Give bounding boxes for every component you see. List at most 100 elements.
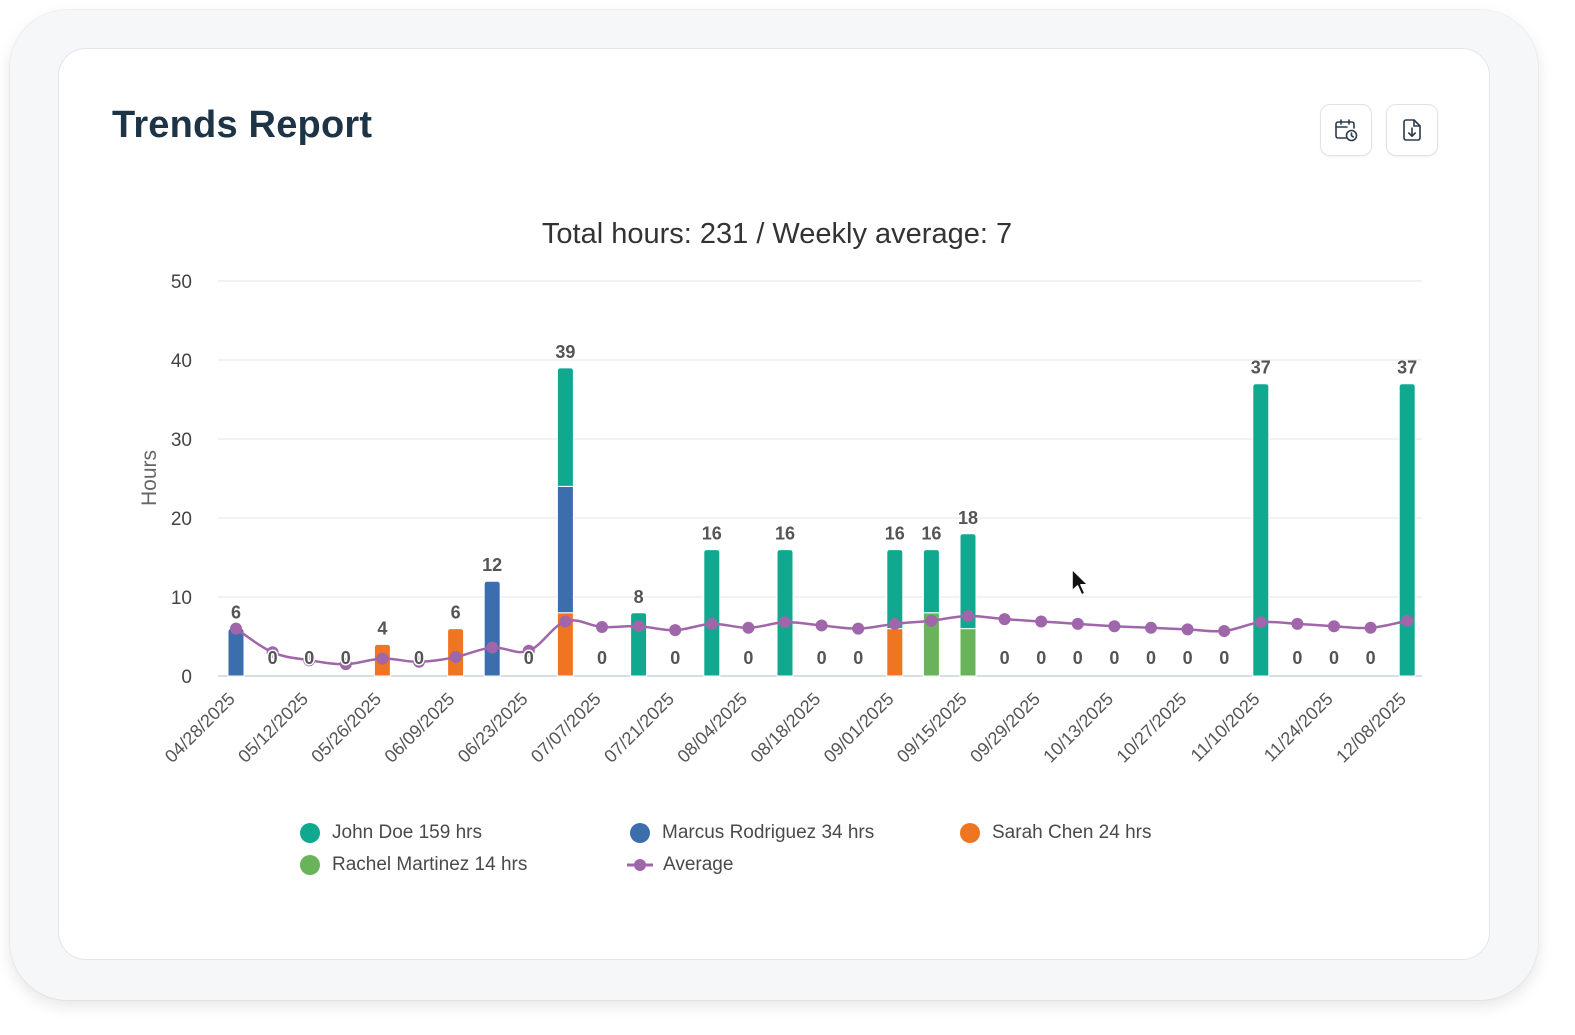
average-point[interactable] — [559, 615, 572, 628]
chart-title: Total hours: 231 / Weekly average: 7 — [542, 218, 1012, 250]
average-point[interactable] — [303, 654, 316, 667]
bars — [227, 367, 1416, 677]
average-point[interactable] — [522, 644, 535, 657]
average-point[interactable] — [779, 616, 791, 629]
average-point[interactable] — [339, 658, 352, 671]
bar-segment[interactable] — [483, 580, 501, 677]
x-tick-label: 05/12/2025 — [234, 689, 312, 767]
x-tick-label: 11/24/2025 — [1260, 689, 1337, 766]
average-point[interactable] — [705, 617, 718, 630]
data-label: 0 — [670, 648, 680, 668]
average-point[interactable] — [1218, 624, 1231, 637]
data-label: 0 — [1219, 648, 1229, 668]
bar-segment[interactable] — [959, 533, 977, 630]
data-label: 0 — [1146, 648, 1156, 668]
average-point[interactable] — [1071, 617, 1084, 630]
x-tick-label: 11/10/2025 — [1187, 689, 1264, 766]
average-point[interactable] — [669, 624, 682, 637]
data-label: 0 — [743, 648, 753, 668]
data-label: 0 — [304, 648, 314, 668]
average-point[interactable] — [1328, 620, 1340, 633]
x-tick-label: 09/29/2025 — [966, 689, 1044, 767]
data-label: 18 — [958, 508, 978, 528]
data-label: 16 — [885, 524, 905, 544]
report-card — [58, 48, 1490, 960]
data-label: 0 — [817, 648, 827, 668]
x-tick-label: 07/07/2025 — [527, 689, 605, 767]
bar-segment[interactable] — [703, 549, 721, 677]
average-point[interactable] — [962, 609, 974, 622]
average-point[interactable] — [1035, 615, 1048, 628]
legend-item-average[interactable]: Average — [627, 850, 733, 880]
bar-segment[interactable] — [922, 549, 940, 614]
average-point[interactable] — [376, 652, 389, 665]
average-point[interactable] — [1181, 623, 1194, 636]
average-point[interactable] — [1145, 621, 1157, 634]
average-point[interactable] — [1364, 621, 1377, 634]
data-label: 0 — [853, 648, 863, 668]
calendar-clock-icon — [1335, 119, 1358, 142]
average-point[interactable] — [1291, 617, 1304, 630]
average-point[interactable] — [230, 622, 242, 635]
x-tick-label: 10/27/2025 — [1113, 689, 1191, 767]
bar-segment[interactable] — [1252, 383, 1270, 677]
download-report-button[interactable] — [1386, 104, 1438, 156]
x-tick-label: 12/08/2025 — [1332, 689, 1410, 767]
data-label: 0 — [341, 648, 351, 668]
x-tick-label: 04/28/2025 — [161, 689, 239, 767]
data-label: 39 — [555, 342, 575, 362]
average-point[interactable] — [632, 620, 645, 633]
file-download-icon — [1403, 119, 1421, 141]
legend-item-marcus-rodriguez[interactable]: Marcus Rodriguez 34 hrs — [630, 818, 874, 848]
average-point[interactable] — [596, 621, 608, 634]
bar-segment[interactable] — [776, 549, 794, 677]
average-point[interactable] — [486, 641, 499, 654]
y-axis-label: Hours — [138, 450, 161, 506]
bar-segment[interactable] — [227, 628, 245, 677]
legend-item-rachel-martinez[interactable]: Rachel Martinez 14 hrs — [300, 850, 527, 880]
average-point[interactable] — [815, 619, 828, 632]
y-tick-label: 20 — [171, 509, 192, 530]
legend-label: Sarah Chen 24 hrs — [992, 822, 1152, 843]
legend-item-john-doe[interactable]: John Doe 159 hrs — [300, 818, 482, 848]
legend-swatch-marcus-rodriguez — [630, 823, 650, 843]
mouse-cursor-icon — [1071, 568, 1089, 596]
legend-swatch-sarah-chen — [960, 823, 980, 843]
data-label: 0 — [524, 648, 534, 668]
x-axis-ticks: 04/28/202505/12/202505/26/202506/09/2025… — [161, 689, 1410, 767]
average-point[interactable] — [742, 621, 755, 634]
average-point[interactable] — [925, 614, 938, 627]
grid-lines — [218, 280, 1422, 677]
average-point[interactable] — [998, 613, 1011, 626]
data-label: 6 — [231, 603, 241, 623]
average-point[interactable] — [413, 655, 425, 668]
bar-segment[interactable] — [886, 628, 904, 677]
x-tick-label: 09/01/2025 — [820, 689, 898, 767]
average-point[interactable] — [852, 622, 865, 635]
data-label: 0 — [1109, 648, 1119, 668]
schedule-report-button[interactable] — [1320, 104, 1372, 156]
legend-swatch-john-doe — [300, 823, 320, 843]
data-label: 0 — [1036, 648, 1046, 668]
data-label: 0 — [1183, 648, 1193, 668]
x-tick-label: 09/15/2025 — [893, 689, 971, 767]
bar-segment[interactable] — [886, 549, 904, 630]
bar-segment[interactable] — [556, 367, 574, 487]
average-point[interactable] — [449, 651, 462, 664]
average-point[interactable] — [266, 646, 279, 659]
legend-label: Marcus Rodriguez 34 hrs — [662, 822, 875, 843]
x-tick-label: 08/18/2025 — [747, 689, 825, 767]
average-point[interactable] — [1401, 614, 1414, 627]
average-point[interactable] — [888, 617, 901, 630]
chart-legend: John Doe 159 hrs Marcus Rodriguez 34 hrs… — [300, 818, 1280, 888]
average-point[interactable] — [1108, 620, 1121, 633]
bar-segment[interactable] — [959, 628, 977, 677]
data-label: 16 — [702, 524, 722, 544]
bar-segment[interactable] — [1398, 383, 1416, 677]
y-tick-label: 30 — [171, 430, 192, 451]
average-point[interactable] — [1254, 616, 1267, 629]
data-label: 6 — [451, 603, 461, 623]
legend-item-sarah-chen[interactable]: Sarah Chen 24 hrs — [960, 818, 1152, 848]
bar-segment[interactable] — [556, 485, 574, 614]
